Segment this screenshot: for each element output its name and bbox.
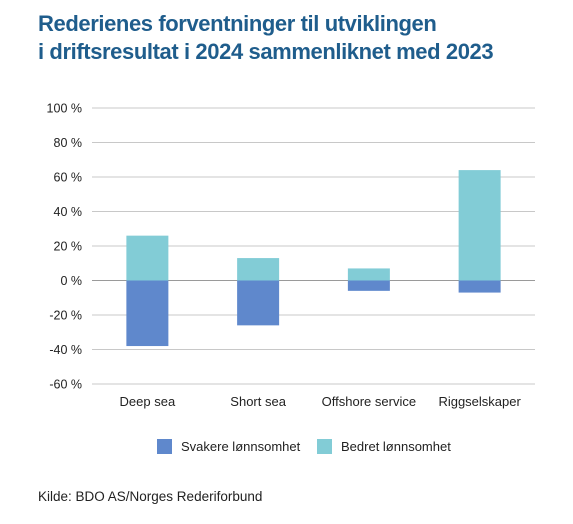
legend-item-svakere: Svakere lønnsomhet (157, 439, 300, 454)
bar-svakere-offshore-service (347, 280, 390, 291)
y-tick-label: 0 % (60, 274, 82, 288)
y-tick-label: 80 % (54, 136, 83, 150)
bar-svakere-riggselskaper (458, 280, 501, 293)
legend-swatch-bedret (317, 439, 332, 454)
bar-bedret-riggselskaper (458, 170, 501, 281)
chart-title: Rederienes forventninger til utviklingen… (38, 10, 494, 66)
x-category-label: Offshore service (322, 394, 416, 409)
x-category-label: Short sea (230, 394, 286, 409)
source-note: Kilde: BDO AS/Norges Rederiforbund (38, 489, 263, 504)
y-tick-label: 40 % (54, 205, 83, 219)
chart-title-line-1: Rederienes forventninger til utviklingen (38, 11, 437, 36)
bar-bedret-deep-sea (126, 235, 169, 281)
y-tick-label: 100 % (47, 102, 82, 116)
bar-svakere-deep-sea (126, 280, 169, 347)
y-tick-label: -60 % (49, 378, 82, 392)
bar-chart: 100 %80 %60 %40 %20 %0 %-20 %-40 %-60 % … (47, 102, 535, 409)
y-tick-label: 60 % (54, 171, 83, 185)
x-category-label: Deep sea (120, 394, 176, 409)
legend: Svakere lønnsomhet Bedret lønnsomhet (0, 439, 573, 459)
y-tick-label: -40 % (49, 343, 82, 357)
y-tick-label: 20 % (54, 240, 83, 254)
chart-title-line-2: i driftsresultat i 2024 sammenliknet med… (38, 39, 494, 64)
bar-bedret-offshore-service (347, 268, 390, 281)
x-category-label: Riggselskaper (438, 394, 521, 409)
bar-svakere-short-sea (237, 280, 280, 326)
y-tick-label: -20 % (49, 309, 82, 323)
legend-swatch-svakere (157, 439, 172, 454)
bar-bedret-short-sea (237, 258, 280, 281)
y-axis-tick-labels: 100 % 80 % 60 % 40 % 20 % 0 % -20 % -40 % -60 % (47, 102, 82, 392)
legend-label-bedret: Bedret lønnsomhet (341, 439, 451, 454)
legend-item-bedret: Bedret lønnsomhet (317, 439, 451, 454)
x-axis-category-labels: Deep sea Short sea Offshore service Riggsel… (120, 394, 522, 409)
bars (126, 170, 501, 347)
legend-label-svakere: Svakere lønnsomhet (181, 439, 301, 454)
